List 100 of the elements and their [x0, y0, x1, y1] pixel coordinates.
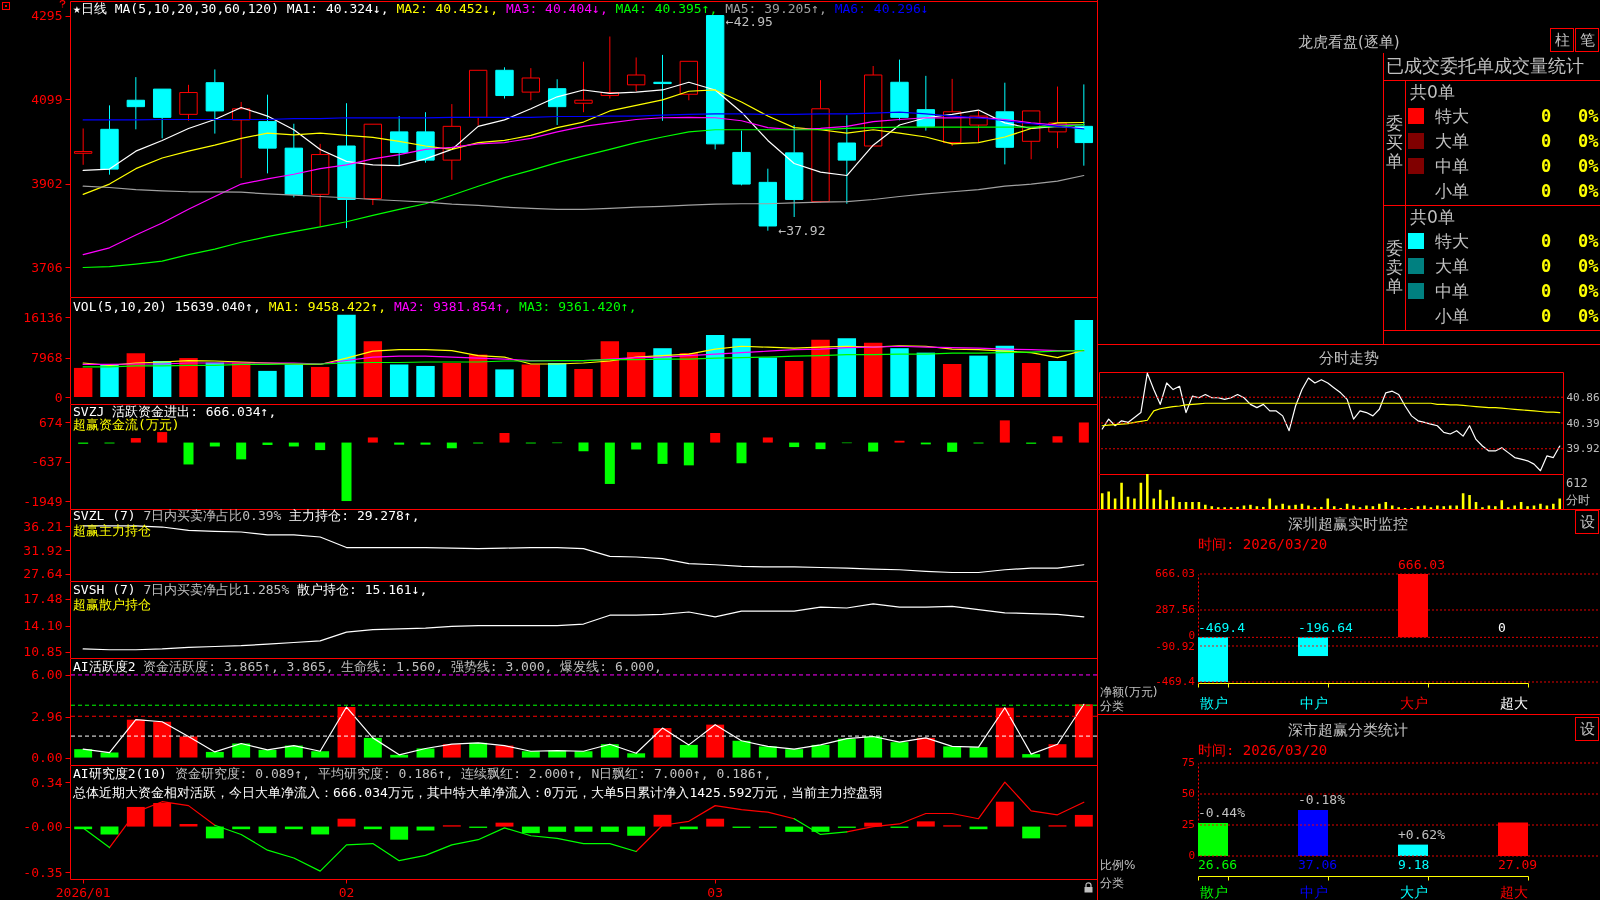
y-tick-label: 27.64 — [23, 566, 63, 582]
chart-title: 分时走势 — [1319, 349, 1379, 367]
chart-title: SVSH (7) — [73, 582, 136, 597]
text: MA1: 9458.422↑, — [268, 299, 387, 314]
y-tick-label: 287.56 — [1155, 603, 1195, 616]
text: MA5: 39.205↑, — [725, 1, 827, 16]
text: 龙虎看盘(逐单) — [1298, 32, 1400, 51]
button: 设 — [1575, 717, 1599, 741]
x-tick-label: 中户 — [1299, 694, 1328, 711]
annotation: 连续飘红: 2.000↑, — [461, 766, 584, 781]
text: 超赢资金流(万元) — [73, 417, 180, 432]
y-tick-label: 0.00 — [31, 750, 63, 766]
text: MA3: 9361.420↑, — [519, 299, 637, 314]
annotation: 资金活跃度: 3.865↑, 3.865, — [143, 659, 334, 674]
data-label: 0 — [1541, 280, 1552, 301]
button: 笔 — [1575, 28, 1599, 52]
text: 超赢主力持仓 — [73, 523, 151, 538]
y-tick-label: 16136 — [23, 309, 63, 325]
text: MA2: 40.452↓, — [396, 1, 499, 16]
y-axis-title: 分时 — [1566, 493, 1590, 507]
chart-title: SVZL (7) — [73, 508, 136, 523]
annotation: 资金研究度: 0.089↑, — [174, 766, 311, 781]
data-label: 0% — [1578, 255, 1599, 276]
text: 612 — [1566, 476, 1588, 490]
chart-title: SVZJ 活跃资金进出: 666.034↑, — [73, 404, 277, 419]
button: 柱 — [1550, 28, 1574, 52]
y-tick-label: 3706 — [31, 259, 63, 275]
category-label: 特大 — [1435, 105, 1469, 126]
chart-title: 深圳超赢实时监控 — [1288, 515, 1408, 533]
x-axis-title: 分类 — [1100, 699, 1124, 713]
annotation: 0.186↑, — [716, 766, 772, 781]
y-tick-label: 7968 — [31, 350, 63, 366]
annotation: 强势线: 3.000, — [450, 659, 553, 674]
category-label: 大单 — [1435, 130, 1469, 151]
data-label: 9.18 — [1398, 857, 1430, 872]
data-label: 666.03 — [1398, 557, 1445, 572]
y-tick-label: 36.21 — [23, 518, 63, 534]
y-tick-label: 0 — [54, 389, 63, 405]
x-tick-label: 大户 — [1399, 883, 1428, 900]
data-label: 0% — [1578, 230, 1599, 251]
annotation: 7日内买卖净占比1.285% — [143, 582, 290, 597]
y-tick-label: -469.4 — [1155, 674, 1196, 688]
y-tick-label: 4295 — [31, 8, 63, 24]
data-label: 0% — [1578, 130, 1599, 151]
annotation: +0.62% — [1398, 826, 1446, 842]
y-axis-title: 净额(万元) — [1100, 685, 1158, 699]
annotation: ←37.92 — [778, 222, 826, 238]
category-label: 特大 — [1435, 230, 1469, 251]
annotation: N日飘红: 7.000↑, — [591, 766, 709, 781]
x-tick-label: 超大 — [1499, 883, 1528, 900]
y-tick-label: 2.96 — [31, 709, 63, 725]
y-tick-label: -637 — [31, 454, 63, 470]
y-tick-label: 40.39 — [1566, 416, 1600, 430]
chart-subtitle: 时间: 2026/03/20 — [1198, 536, 1328, 552]
y-tick-label: 666.03 — [1155, 567, 1195, 580]
data-label: 0 — [1541, 230, 1552, 251]
category-label: 小单 — [1435, 305, 1469, 326]
data-label: 26.66 — [1198, 857, 1238, 872]
text: 已成交委托单成交量统计 — [1386, 55, 1584, 76]
y-tick-label: 14.10 — [23, 618, 63, 634]
series-label: 主力持仓: 29.278↑, — [289, 508, 420, 523]
data-label: 0 — [1541, 105, 1552, 126]
y-tick-label: 10.85 — [23, 644, 63, 660]
annotation: 平均研究度: 0.186↑, — [317, 766, 454, 781]
data-label: 27.09 — [1498, 857, 1538, 872]
y-tick-label: 31.92 — [23, 542, 63, 558]
button: 设 — [1575, 510, 1599, 534]
category-label: 大单 — [1435, 255, 1469, 276]
text: 超赢散户持仓 — [73, 597, 151, 612]
y-tick-label: 0.34 — [31, 774, 63, 790]
text: 共0单 — [1410, 206, 1455, 227]
text: MA4: 40.395↑, — [615, 1, 718, 16]
legend-label: 委买单 — [1385, 113, 1403, 171]
chart-title: AI活跃度2 — [73, 659, 136, 674]
category-label: 中单 — [1435, 280, 1469, 301]
y-tick-label: 3902 — [31, 176, 63, 192]
y-tick-label: 75 — [1181, 756, 1195, 769]
y-tick-label: 40.86 — [1566, 390, 1600, 404]
data-label: 0% — [1578, 305, 1599, 326]
y-tick-label: 39.92 — [1566, 442, 1600, 456]
chart-subtitle: 时间: 2026/03/20 — [1198, 742, 1328, 758]
text: MA2: 9381.854↑, — [393, 299, 512, 314]
y-tick-label: 25 — [1181, 818, 1195, 831]
y-tick-label: -0.00 — [23, 819, 63, 835]
y-tick-label: -90.92 — [1155, 640, 1195, 654]
x-tick-label: 散户 — [1199, 694, 1228, 711]
x-tick-label: 中户 — [1299, 883, 1328, 900]
text: 散户持仓: 15.161↓, — [297, 582, 428, 597]
y-tick-label: 17.48 — [23, 591, 63, 606]
data-label: 0% — [1578, 180, 1599, 201]
y-tick-label: 6.00 — [31, 667, 63, 683]
data-label: -469.4 — [1198, 620, 1246, 636]
data-label: 0 — [1498, 620, 1506, 636]
data-label: 0 — [1541, 130, 1552, 151]
y-axis-title: 比例% — [1100, 858, 1136, 872]
y-tick-label: -0.35 — [23, 864, 63, 880]
legend-label: 委卖单 — [1385, 238, 1403, 296]
text: MA1: 40.324↓, — [286, 1, 389, 16]
data-label: 0 — [1541, 180, 1552, 201]
annotation: -0.44% — [1198, 804, 1246, 820]
